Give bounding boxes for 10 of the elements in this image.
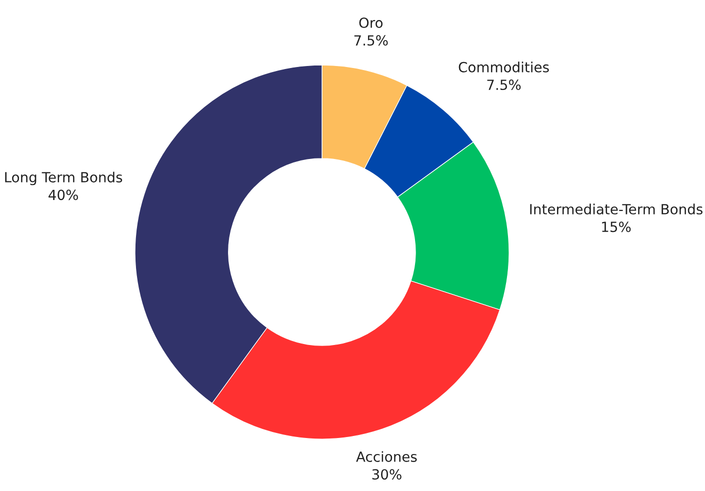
slice-label: Acciones bbox=[356, 451, 417, 462]
slice-label: Commodities bbox=[458, 62, 549, 72]
data-label: 15% bbox=[602, 222, 631, 232]
data-label: 7.5% bbox=[354, 35, 388, 46]
slice-label: Intermediate-Term Bonds bbox=[530, 204, 702, 214]
data-label: 40% bbox=[48, 190, 78, 200]
data-label: 30% bbox=[372, 469, 402, 480]
data-label: 7.5% bbox=[487, 80, 521, 90]
slice-label: Long Term Bonds bbox=[5, 172, 122, 186]
slice-label: Oro bbox=[359, 17, 383, 28]
